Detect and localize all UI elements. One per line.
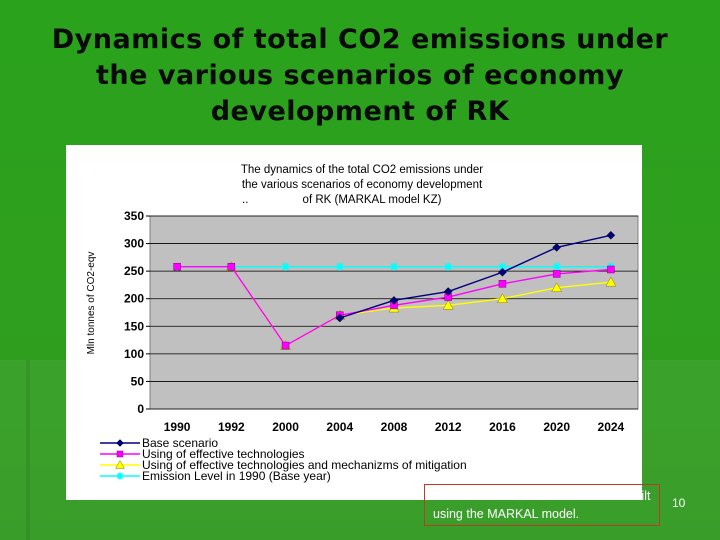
data-point xyxy=(551,282,563,292)
data-point xyxy=(552,243,562,252)
y-tick-label: 100 xyxy=(124,347,144,361)
legend-label: Emission Level in 1990 (Base year) xyxy=(142,469,331,483)
data-point xyxy=(443,287,453,296)
x-tick-label: 1992 xyxy=(218,420,245,434)
y-tick-label: 0 xyxy=(137,402,144,416)
x-tick-label: 2012 xyxy=(435,420,462,434)
y-tick-label: 200 xyxy=(124,292,144,306)
y-tick-label: 50 xyxy=(131,374,145,388)
data-point xyxy=(116,439,124,447)
data-point xyxy=(281,341,290,350)
data-point xyxy=(497,293,508,303)
page-number: 10 xyxy=(672,496,686,510)
y-tick-label: 150 xyxy=(124,319,144,333)
data-point xyxy=(607,265,615,274)
data-point xyxy=(335,262,344,271)
data-point xyxy=(498,280,507,288)
series-group xyxy=(335,230,616,323)
background-line xyxy=(26,360,30,540)
chart-title-line-3: of RK (MARKAL model KZ) xyxy=(303,194,442,206)
data-point xyxy=(442,299,454,310)
data-point xyxy=(444,262,453,271)
legend-label: Using of effective technologies xyxy=(142,447,305,461)
y-tick-label: 250 xyxy=(124,264,144,278)
chart-title-line-1: The dynamics of the total CO2 emissions … xyxy=(241,164,483,176)
data-point xyxy=(173,262,181,271)
chart-title-line-2: the various scenarios of economy develop… xyxy=(242,179,483,191)
x-tick-label: 1990 xyxy=(164,420,191,434)
note-box: The CO2 emission scenarios were built us… xyxy=(424,484,660,526)
slide-title-line-2: the various scenarios of economy xyxy=(96,60,624,91)
y-axis-label: Mln tonnes of CO2-eqv xyxy=(86,252,97,355)
data-point xyxy=(227,262,236,271)
data-point xyxy=(390,262,398,271)
data-point xyxy=(552,270,561,278)
legend-entry: Emission Level in 1990 (Base year) xyxy=(100,469,331,483)
data-point xyxy=(115,459,125,469)
data-point xyxy=(605,276,617,287)
data-point xyxy=(498,267,507,277)
legend-label: Base scenario xyxy=(142,436,218,450)
legend-entry: Using of effective technologies and mech… xyxy=(100,458,467,472)
y-tick-label: 350 xyxy=(124,209,144,223)
slide-title: Dynamics of total CO2 emissions under th… xyxy=(20,22,700,130)
legend-entry: Base scenario xyxy=(100,436,218,450)
data-point xyxy=(335,313,345,323)
line-chart: The dynamics of the total CO2 emissions … xyxy=(86,164,639,483)
x-tick-label: 2008 xyxy=(381,420,408,434)
legend-label: Using of effective technologies and mech… xyxy=(142,458,467,472)
chart-frame: The dynamics of the total CO2 emissions … xyxy=(66,145,642,500)
chart-title-prefix: .. xyxy=(242,194,248,206)
x-tick-label: 2004 xyxy=(326,420,353,434)
data-point xyxy=(498,262,507,271)
slide-title-line-3: development of RK xyxy=(210,96,510,127)
x-tick-label: 2016 xyxy=(489,420,516,434)
data-point xyxy=(389,296,399,305)
data-point xyxy=(606,230,616,240)
data-point xyxy=(281,262,290,271)
x-tick-label: 2024 xyxy=(598,420,625,434)
x-tick-label: 2020 xyxy=(543,420,570,434)
slide-title-line-1: Dynamics of total CO2 emissions under xyxy=(51,24,669,55)
data-point xyxy=(552,262,561,271)
legend-entry: Using of effective technologies xyxy=(100,447,305,461)
series-line xyxy=(339,234,612,319)
y-tick-label: 300 xyxy=(124,237,144,251)
data-point xyxy=(116,450,124,458)
x-tick-label: 2000 xyxy=(272,420,299,434)
data-point xyxy=(116,472,124,480)
